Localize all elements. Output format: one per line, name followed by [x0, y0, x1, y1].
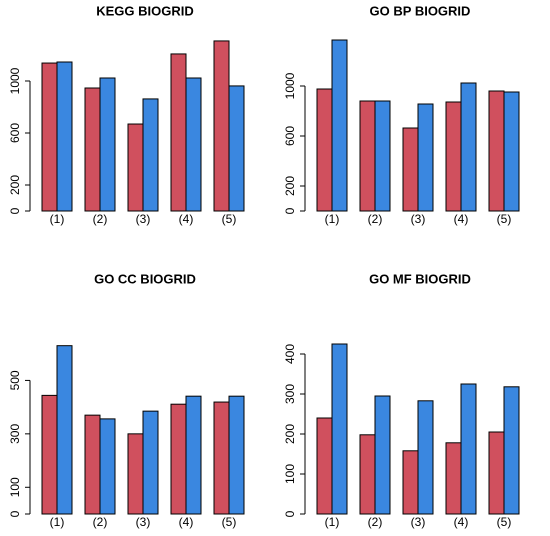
bar	[445, 442, 462, 515]
bar	[41, 62, 58, 212]
bar	[331, 343, 348, 515]
bar	[503, 386, 520, 515]
bar	[228, 85, 245, 212]
bar	[460, 82, 477, 212]
bar	[127, 433, 144, 515]
x-tick-label: (3)	[136, 212, 151, 226]
x-tick-label: (1)	[325, 515, 340, 529]
y-tick-label: 600	[8, 123, 22, 143]
bar	[417, 103, 434, 212]
y-tick-label: 100	[283, 464, 297, 484]
y-tick-label: 200	[283, 424, 297, 444]
bar	[185, 395, 202, 515]
bar	[99, 77, 116, 212]
bar	[460, 383, 477, 515]
x-tick-label: (5)	[497, 212, 512, 226]
bar	[142, 98, 159, 212]
bar	[359, 434, 376, 515]
x-tick-label: (3)	[411, 212, 426, 226]
bar	[213, 40, 230, 212]
bar	[359, 100, 376, 212]
bar	[170, 53, 187, 212]
x-tick-label: (2)	[93, 212, 108, 226]
y-tick-label: 0	[283, 510, 297, 517]
bar	[127, 123, 144, 212]
y-tick-label: 0	[8, 510, 22, 517]
x-tick-label: (5)	[222, 515, 237, 529]
y-tick-label: 100	[8, 477, 22, 497]
x-tick-label: (1)	[50, 212, 65, 226]
y-tick-label: 200	[283, 176, 297, 196]
y-tick-label: 300	[283, 384, 297, 404]
y-tick-label: 500	[8, 370, 22, 390]
y-tick-label: 0	[283, 207, 297, 214]
bar	[488, 431, 505, 515]
chart-title: GO MF BIOGRID	[369, 271, 471, 286]
x-tick-label: (4)	[179, 515, 194, 529]
y-tick-label: 300	[8, 424, 22, 444]
x-tick-label: (1)	[50, 515, 65, 529]
y-tick-label: 0	[8, 207, 22, 214]
bar	[56, 345, 73, 515]
bar	[84, 87, 101, 212]
y-tick-label: 1000	[283, 72, 297, 99]
x-tick-label: (2)	[368, 515, 383, 529]
bar	[374, 395, 391, 515]
chart-title: KEGG BIOGRID	[96, 3, 194, 18]
bar	[213, 401, 230, 515]
bar	[316, 417, 333, 515]
x-tick-label: (1)	[325, 212, 340, 226]
bar	[503, 91, 520, 212]
x-tick-label: (3)	[411, 515, 426, 529]
x-tick-label: (2)	[368, 212, 383, 226]
bar	[99, 418, 116, 515]
bar	[488, 90, 505, 212]
x-tick-label: (4)	[179, 212, 194, 226]
x-tick-label: (5)	[222, 212, 237, 226]
chart-title: GO CC BIOGRID	[94, 271, 196, 286]
bar	[374, 100, 391, 212]
bar	[402, 450, 419, 515]
y-tick-label: 600	[283, 126, 297, 146]
bar	[445, 101, 462, 212]
bar	[417, 400, 434, 515]
bar	[56, 61, 73, 212]
bar	[142, 410, 159, 515]
x-tick-label: (2)	[93, 515, 108, 529]
chart-title: GO BP BIOGRID	[370, 3, 471, 18]
x-tick-label: (5)	[497, 515, 512, 529]
y-tick-label: 400	[283, 344, 297, 364]
bar	[185, 77, 202, 212]
bar	[84, 414, 101, 515]
x-tick-label: (3)	[136, 515, 151, 529]
bar	[228, 395, 245, 515]
y-tick-label: 1000	[8, 67, 22, 94]
y-tick-label: 200	[8, 175, 22, 195]
bar	[331, 39, 348, 212]
bar	[41, 394, 58, 515]
bar	[170, 403, 187, 515]
bar	[316, 88, 333, 212]
x-tick-label: (4)	[454, 515, 469, 529]
x-tick-label: (4)	[454, 212, 469, 226]
bar	[402, 127, 419, 212]
